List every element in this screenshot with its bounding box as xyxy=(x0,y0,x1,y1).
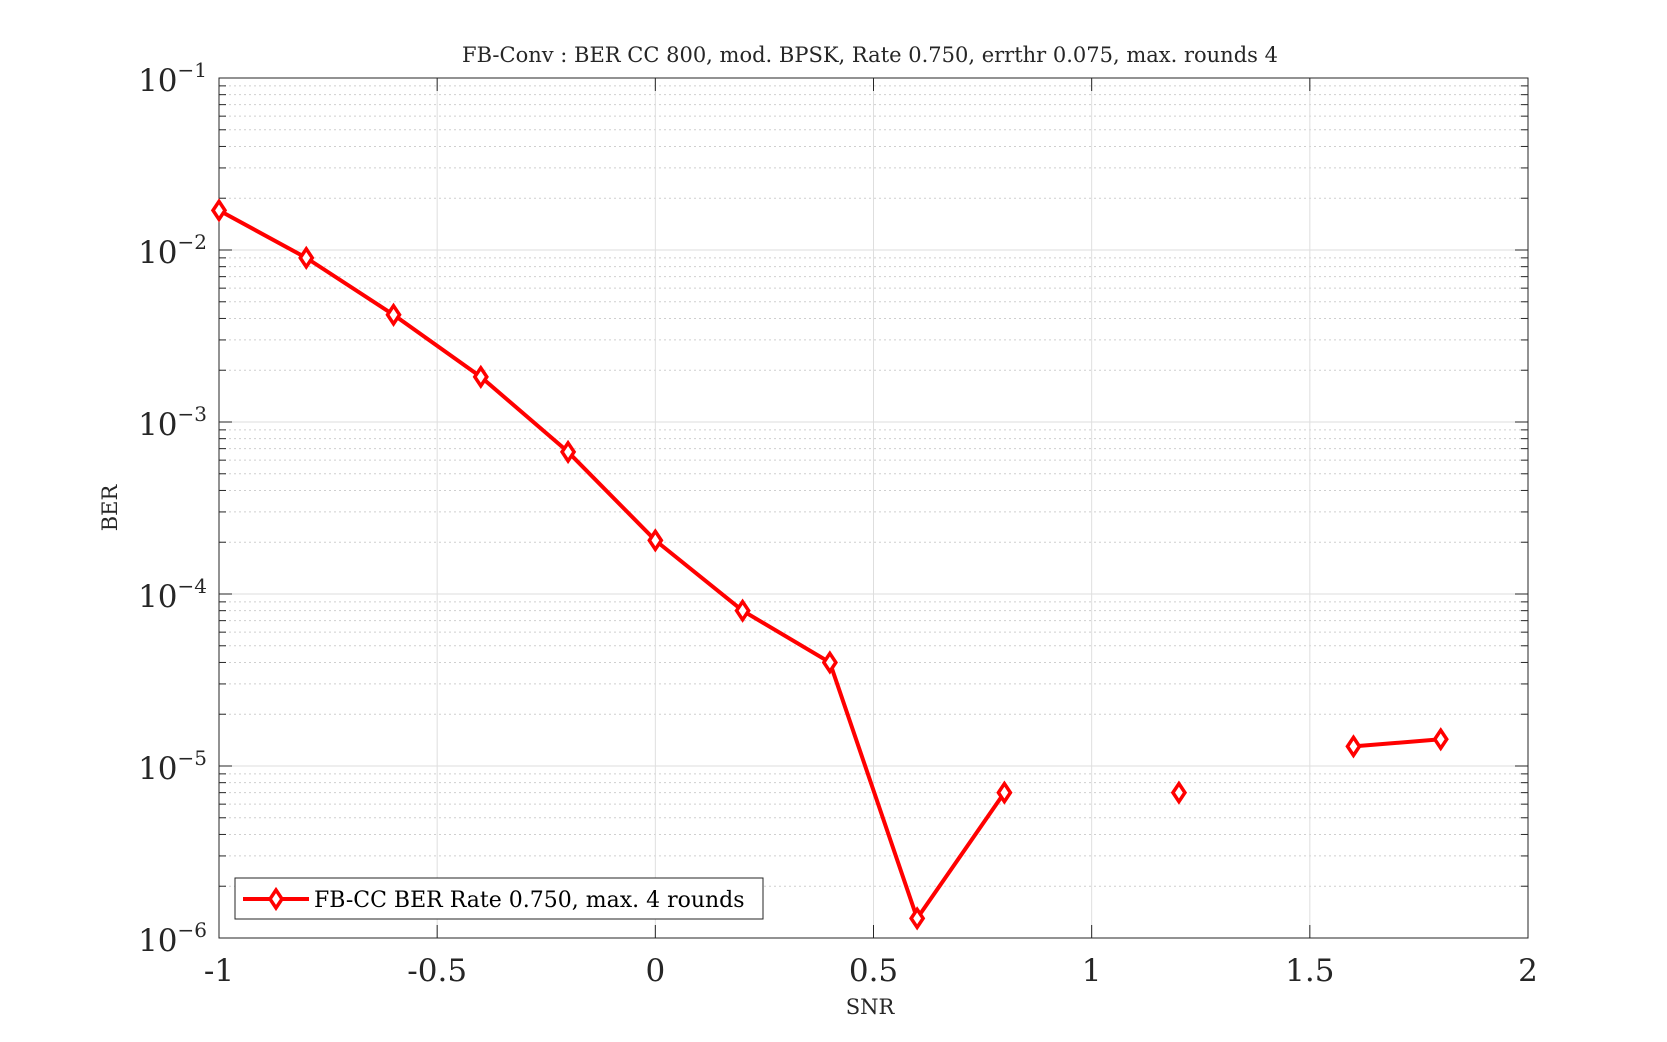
x-tick-label: 0.5 xyxy=(849,953,898,989)
x-tick-label: 1 xyxy=(1082,953,1102,989)
legend: FB-CC BER Rate 0.750, max. 4 rounds xyxy=(234,877,764,920)
x-tick-labels: -1 -0.5 0 0.5 1 1.5 2 xyxy=(204,953,1538,989)
data-point-marker xyxy=(647,528,664,553)
axis-ticks xyxy=(218,77,1529,939)
data-point-marker xyxy=(1432,727,1449,752)
data-point-marker xyxy=(210,198,228,223)
data-point-marker xyxy=(385,302,402,327)
y-tick-labels: 10−6 10−5 10−4 10−3 10−2 10−1 xyxy=(138,58,207,959)
x-tick-label: -1 xyxy=(204,953,234,989)
series-line xyxy=(218,208,1007,921)
y-tick-label: 10−1 xyxy=(138,58,207,99)
series-markers xyxy=(210,198,1449,931)
series-line xyxy=(1353,737,1441,749)
data-point-marker xyxy=(909,906,926,931)
data-point-marker xyxy=(734,598,751,623)
chart-title: FB-Conv : BER CC 800, mod. BPSK, Rate 0.… xyxy=(462,43,1278,67)
legend-marker-sample xyxy=(267,886,285,912)
series-lines xyxy=(218,208,1441,921)
y-tick-label: 10−3 xyxy=(138,402,207,443)
y-axis-label: BER xyxy=(98,484,122,532)
x-tick-label: 2 xyxy=(1518,953,1538,989)
y-tick-label: 10−4 xyxy=(138,574,207,615)
x-tick-label: -0.5 xyxy=(407,953,467,989)
legend-box xyxy=(234,877,764,920)
y-tick-label: 10−2 xyxy=(138,230,207,271)
x-tick-label: 1.5 xyxy=(1285,953,1334,989)
data-point-marker xyxy=(298,245,315,271)
data-point-marker xyxy=(559,439,577,465)
y-tick-label: 10−6 xyxy=(138,918,207,959)
data-point-marker xyxy=(1170,780,1188,805)
data-point-marker xyxy=(996,780,1013,805)
data-point-marker xyxy=(1345,734,1362,759)
legend-label: FB-CC BER Rate 0.750, max. 4 rounds xyxy=(314,888,745,913)
x-axis-label: SNR xyxy=(846,995,896,1019)
x-tick-label: 0 xyxy=(645,953,665,989)
major-grid xyxy=(218,77,1529,939)
data-point-marker xyxy=(821,650,838,675)
data-point-marker xyxy=(472,364,489,390)
y-tick-label: 10−5 xyxy=(138,746,207,787)
